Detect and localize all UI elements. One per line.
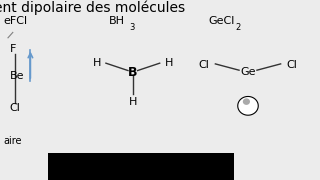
Text: H: H <box>129 97 137 107</box>
Text: 2: 2 <box>236 22 241 32</box>
Text: eFCl: eFCl <box>3 16 27 26</box>
Text: H: H <box>165 58 173 68</box>
Text: Cl: Cl <box>10 103 20 113</box>
Bar <box>48 153 234 180</box>
Text: BH: BH <box>109 16 125 26</box>
Text: F: F <box>10 44 16 54</box>
Polygon shape <box>243 98 250 105</box>
Text: H: H <box>92 58 101 68</box>
Text: Cl: Cl <box>199 60 210 70</box>
Text: B: B <box>128 66 138 78</box>
Text: GeCl: GeCl <box>208 16 234 26</box>
Text: ent dipolaire des molécules: ent dipolaire des molécules <box>0 0 185 15</box>
Polygon shape <box>238 96 258 115</box>
Text: aire: aire <box>3 136 22 146</box>
Text: 3: 3 <box>129 22 134 32</box>
Text: Be: Be <box>10 71 24 81</box>
Text: Cl: Cl <box>286 60 297 70</box>
Text: Ge: Ge <box>240 67 256 77</box>
